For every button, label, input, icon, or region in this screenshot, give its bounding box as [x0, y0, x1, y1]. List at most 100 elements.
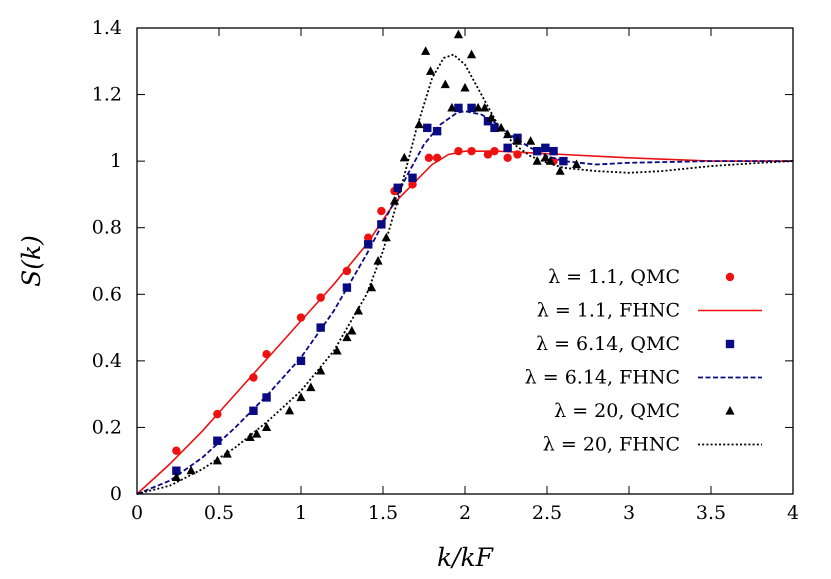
data-point	[453, 29, 464, 39]
data-point	[541, 143, 550, 153]
data-point	[473, 102, 483, 112]
data-point	[571, 159, 582, 169]
data-point	[447, 102, 457, 112]
data-point	[466, 49, 477, 59]
data-point	[490, 123, 499, 133]
data-point	[262, 393, 271, 402]
legend-marker-sample	[725, 272, 735, 282]
series-1	[136, 150, 793, 495]
y-tick-label: 1	[110, 150, 122, 172]
data-point	[377, 220, 386, 229]
data-point	[540, 152, 550, 162]
data-point	[526, 136, 536, 145]
y-tick-label: 0.8	[92, 217, 122, 239]
series-5	[136, 53, 794, 495]
data-point	[245, 432, 255, 442]
data-point	[512, 136, 523, 145]
data-point	[555, 166, 565, 175]
data-point	[342, 266, 352, 276]
data-point	[483, 150, 493, 159]
data-point	[440, 79, 450, 89]
data-point	[306, 382, 316, 392]
y-tick-label: 0.6	[92, 283, 122, 305]
data-point	[373, 256, 383, 265]
data-point	[399, 152, 409, 162]
data-point	[222, 449, 232, 458]
data-point	[414, 119, 424, 129]
data-point	[316, 365, 326, 375]
series-line	[136, 110, 793, 495]
x-tick-label: 3.5	[696, 502, 726, 524]
data-point	[532, 156, 542, 165]
data-point	[454, 103, 463, 113]
y-tick-label: 0	[110, 483, 122, 505]
data-point	[393, 183, 402, 192]
data-point	[172, 466, 181, 475]
data-point	[480, 102, 490, 112]
x-tick-label: 1.5	[368, 502, 398, 524]
data-point	[408, 173, 417, 182]
data-point	[261, 422, 272, 432]
x-tick-label: 0	[131, 502, 143, 524]
x-tick-label: 1	[295, 502, 307, 524]
data-point	[296, 392, 306, 402]
legend-entry-label: λ = 1.1, QMC	[548, 266, 680, 288]
series-line	[136, 150, 793, 495]
series-4	[171, 29, 582, 481]
series-line	[136, 53, 794, 495]
legend-marker-sample	[725, 406, 735, 415]
data-point	[503, 143, 512, 153]
data-point	[460, 82, 470, 92]
legend-entry-label: λ = 20, FHNC	[543, 434, 680, 456]
data-point	[252, 429, 262, 438]
data-point	[549, 146, 558, 156]
axis-labels: k/kF S(k)	[17, 235, 495, 572]
data-point	[467, 103, 476, 113]
x-tick-label: 0.5	[204, 502, 234, 524]
legend-entry-label: λ = 1.1, FHNC	[537, 300, 680, 322]
legend-marker-sample	[725, 339, 735, 349]
data-point	[316, 323, 325, 332]
x-tick-label: 2	[459, 502, 471, 524]
plot-frame	[136, 27, 794, 495]
y-axis-label: S(k)	[17, 235, 46, 287]
data-point	[503, 153, 512, 163]
data-point	[284, 405, 295, 415]
data-point	[364, 240, 373, 249]
data-point	[425, 66, 436, 75]
y-tick-label: 1.4	[92, 17, 122, 39]
data-point	[342, 283, 352, 292]
legend-entry-label: λ = 6.14, FHNC	[525, 367, 680, 389]
data-point	[186, 465, 196, 475]
data-point	[332, 345, 342, 355]
data-point	[486, 112, 496, 122]
data-point	[389, 196, 400, 205]
data-point	[423, 123, 432, 133]
data-point	[424, 153, 434, 163]
y-tick-label: 0.2	[92, 416, 122, 438]
data-point	[421, 46, 431, 55]
data-point	[559, 156, 568, 166]
data-point	[249, 406, 258, 415]
series-0	[172, 146, 558, 455]
y-tick-label: 1.2	[92, 84, 122, 106]
x-tick-label: 3	[623, 502, 635, 524]
legend-entry-label: λ = 20, QMC	[554, 400, 680, 422]
data-point	[213, 436, 222, 445]
x-axis-label: k/kF	[437, 543, 495, 572]
x-tick-label: 4	[787, 502, 799, 524]
data-point	[432, 126, 442, 136]
series-3	[136, 110, 793, 495]
data-point	[347, 325, 357, 335]
data-point	[545, 156, 555, 165]
data-point	[503, 129, 513, 139]
legend: λ = 1.1, QMC λ = 1.1, FHNC λ = 6.14, QMC λ …	[525, 266, 762, 456]
data-point	[342, 332, 352, 342]
data-point	[296, 356, 306, 366]
x-tick-label: 2.5	[532, 502, 562, 524]
y-tick-label: 0.4	[92, 350, 122, 372]
legend-entry-label: λ = 6.14, QMC	[536, 333, 680, 355]
data-point	[171, 472, 181, 481]
data-point	[212, 455, 222, 465]
